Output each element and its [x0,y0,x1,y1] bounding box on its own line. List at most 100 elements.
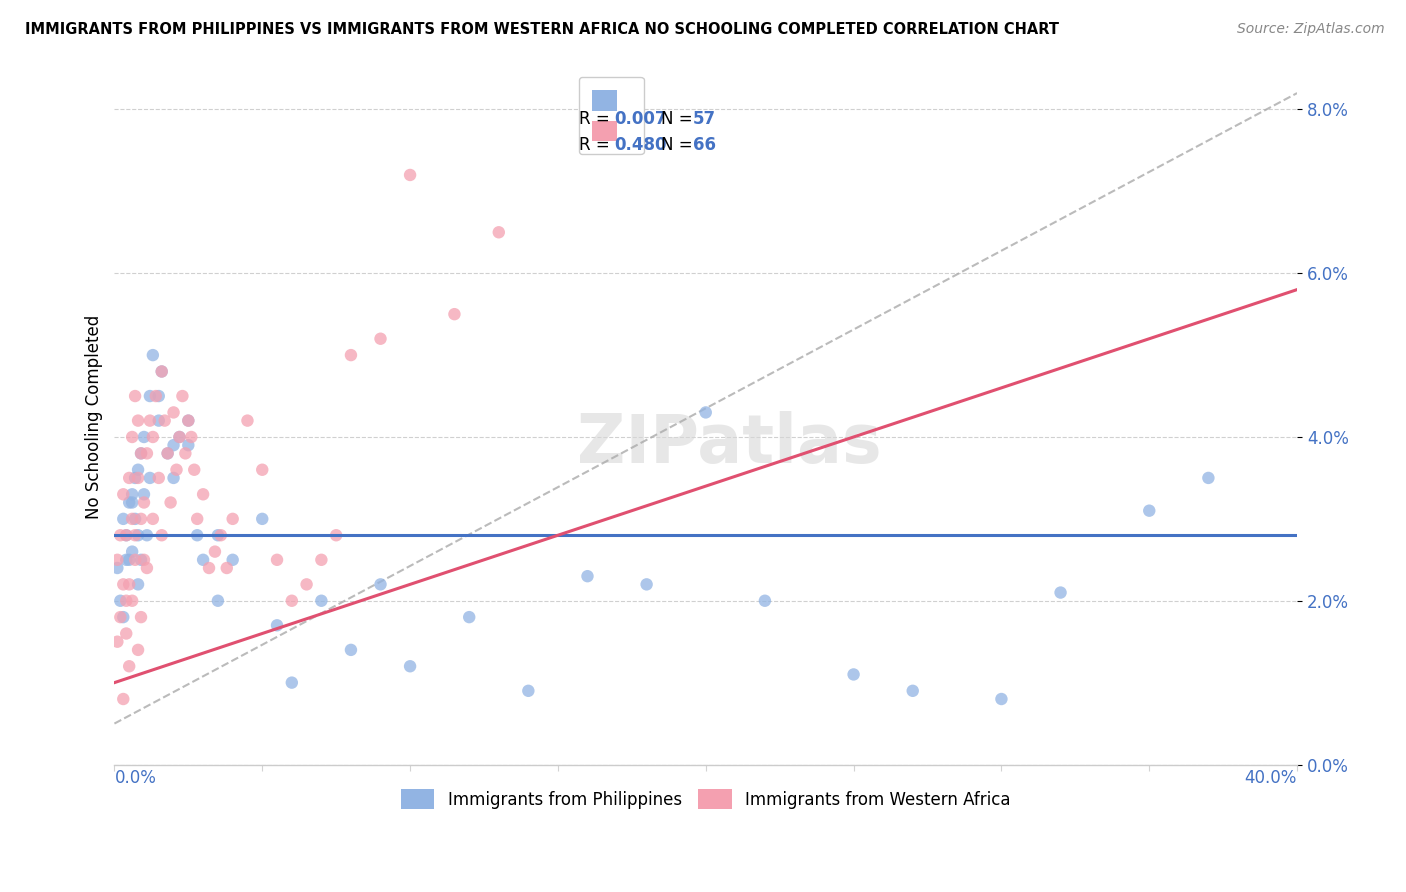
Point [295,577,318,591]
Text: 0.0%: 0.0% [114,770,156,788]
Point [842,667,865,681]
Point [153,414,176,428]
Point [132,495,155,509]
Text: N =: N = [661,136,697,154]
Point [174,446,197,460]
Point [399,168,422,182]
Point [177,438,200,452]
Point [443,307,465,321]
Point [370,332,392,346]
Y-axis label: No Schooling Completed: No Schooling Completed [86,314,103,518]
Point [169,430,191,444]
Point [150,364,173,378]
Point [142,430,165,444]
Point [198,561,221,575]
Point [150,528,173,542]
Point [221,553,243,567]
Point [139,389,162,403]
Point [129,610,152,624]
Point [266,618,288,632]
Point [132,553,155,567]
Point [990,692,1012,706]
Point [118,577,141,591]
Point [136,446,159,460]
Point [129,446,152,460]
Point [311,593,333,607]
Text: 57: 57 [693,110,716,128]
Point [124,471,146,485]
Point [145,389,167,403]
Point [172,389,194,403]
Point [121,593,143,607]
Point [121,544,143,558]
Point [207,593,229,607]
Point [183,463,205,477]
Point [695,405,717,419]
Point [105,561,128,575]
Point [124,389,146,403]
Point [252,463,274,477]
Point [1137,504,1160,518]
Point [115,626,138,640]
Point [311,553,333,567]
Point [112,512,135,526]
Point [110,528,132,542]
Point [139,414,162,428]
Point [1049,585,1071,599]
Point [370,577,392,591]
Point [576,569,599,583]
Point [112,610,135,624]
Point [150,364,173,378]
Point [340,643,363,657]
Point [127,463,149,477]
Point [124,553,146,567]
Point [209,528,232,542]
Point [169,430,191,444]
Point [159,495,181,509]
Point [156,446,179,460]
Point [118,495,141,509]
Point [127,471,149,485]
Point [399,659,422,673]
Point [118,471,141,485]
Point [754,593,776,607]
Point [281,675,304,690]
Point [252,512,274,526]
Point [281,593,304,607]
Point [127,577,149,591]
Point [136,561,159,575]
Text: IMMIGRANTS FROM PHILIPPINES VS IMMIGRANTS FROM WESTERN AFRICA NO SCHOOLING COMPL: IMMIGRANTS FROM PHILIPPINES VS IMMIGRANT… [25,22,1059,37]
Point [105,634,128,648]
Point [191,487,214,501]
Point [636,577,658,591]
Point [148,414,170,428]
Point [186,528,208,542]
Point [121,430,143,444]
Text: ZIPatlas: ZIPatlas [576,411,882,477]
Point [129,553,152,567]
Point [118,553,141,567]
Point [488,225,510,239]
Point [166,463,188,477]
Text: R =: R = [579,136,616,154]
Legend: Immigrants from Philippines, Immigrants from Western Africa: Immigrants from Philippines, Immigrants … [394,783,1017,815]
Point [517,683,540,698]
Point [121,512,143,526]
Text: N =: N = [661,110,697,128]
Point [148,471,170,485]
Point [110,610,132,624]
Point [132,487,155,501]
Point [115,593,138,607]
Point [162,471,184,485]
Point [112,577,135,591]
Point [105,553,128,567]
Text: R =: R = [579,110,616,128]
Point [127,414,149,428]
Point [177,414,200,428]
Point [121,487,143,501]
Point [186,512,208,526]
Point [156,446,179,460]
Point [162,405,184,419]
Point [127,528,149,542]
Point [115,528,138,542]
